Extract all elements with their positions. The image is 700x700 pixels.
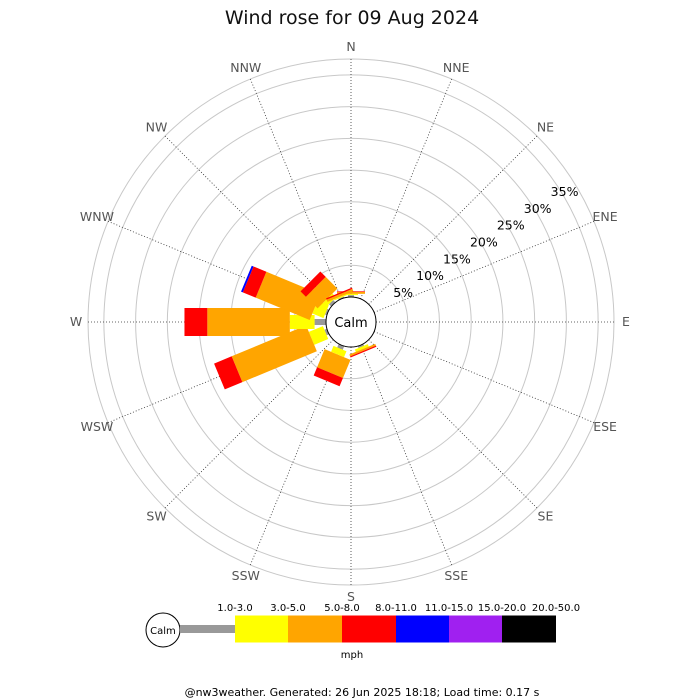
bar-wnw-bin-4 <box>241 265 254 293</box>
bar-w-bin-1 <box>289 315 315 329</box>
bar-nw-bin-3 <box>300 271 326 297</box>
compass-label-ene: ENE <box>592 209 617 224</box>
legend-swatch <box>449 615 502 643</box>
compass-label-w: W <box>70 314 82 329</box>
bar-sse-bin-0 <box>357 343 365 349</box>
bar-wnw-bin-3 <box>242 266 267 298</box>
bar-sse-bin-3 <box>350 345 377 358</box>
compass-label-nne: NNE <box>443 60 470 75</box>
bar-sse-bin-1 <box>354 344 369 352</box>
bar-nnw-bin-2 <box>326 288 354 302</box>
radial-tick-label: 25% <box>497 218 525 233</box>
legend-swatch <box>235 615 288 643</box>
radial-tick-labels: 5%10% 15% 20%25% 30% 35% <box>393 184 578 300</box>
compass-label-ne: NE <box>537 120 554 135</box>
chart-title: Wind rose for 09 Aug 2024 <box>225 7 479 29</box>
compass-label-wnw: WNW <box>80 209 114 224</box>
spoke-ene <box>373 220 595 313</box>
radial-tick-label: 10% <box>416 268 444 283</box>
spoke-ese <box>373 331 595 424</box>
radial-tick-label: 30% <box>524 201 552 216</box>
calm-circle <box>325 296 377 348</box>
speed-legend: Calm mph 1.0-3.0 3.0-5.0 5.0-8.0 8.0-11.0 11… <box>145 603 580 661</box>
radial-tick-label: 20% <box>470 234 498 249</box>
legend-bin-label: 15.0-20.0 <box>478 603 526 614</box>
spoke-ne <box>368 135 538 305</box>
bar-wsw-bin-1 <box>308 326 329 345</box>
bar-n-bin-1 <box>344 293 358 296</box>
bar-w-bin-0 <box>314 319 326 325</box>
compass-label-wsw: WSW <box>81 419 114 434</box>
grid-ring <box>166 137 536 507</box>
bar-wnw-bin-2 <box>255 271 321 321</box>
bar-nw-bin-0 <box>328 299 336 307</box>
legend-bin-label: 8.0-11.0 <box>375 603 417 614</box>
compass-label-e: E <box>622 314 630 329</box>
bar-ssw-bin-3 <box>313 367 343 387</box>
bar-wsw-bin-3 <box>214 356 243 390</box>
radial-tick-label: 15% <box>443 251 471 266</box>
spoke-sw <box>164 339 334 509</box>
wind-bars <box>184 265 377 390</box>
bar-ssw-bin-1 <box>331 345 347 358</box>
compass-label-n: N <box>346 39 355 54</box>
legend-swatch <box>396 615 449 643</box>
polar-grid: N NNE NE ENE E ESE SE SSE S SSW SW WSW W WNW NW NNW <box>70 39 630 604</box>
bar-w-bin-3 <box>184 308 208 336</box>
legend-calm-label: Calm <box>150 626 176 637</box>
compass-label-ssw: SSW <box>232 568 260 583</box>
legend-bin-label: 11.0-15.0 <box>425 603 473 614</box>
compass-label-se: SE <box>538 508 554 523</box>
calm-center: Calm <box>325 296 377 348</box>
bar-sse-bin-2 <box>349 343 376 357</box>
calm-label: Calm <box>334 316 367 331</box>
compass-label-nw: NW <box>146 120 168 135</box>
compass-label-sse: SSE <box>444 568 468 583</box>
legend-swatch <box>502 615 556 643</box>
grid-ring <box>135 106 567 538</box>
bar-nw-bin-2 <box>305 276 338 309</box>
spoke-nnw <box>249 78 342 300</box>
legend-swatch <box>180 625 235 633</box>
legend-bin-label: 3.0-5.0 <box>270 603 305 614</box>
bar-nnw-bin-1 <box>333 293 348 301</box>
radial-tick-label: 5% <box>393 285 413 300</box>
compass-label-s: S <box>347 589 355 604</box>
legend-bin-label: 1.0-3.0 <box>217 603 252 614</box>
compass-label-sw: SW <box>146 508 166 523</box>
spoke-nw <box>164 135 334 305</box>
legend-bin-label: 5.0-8.0 <box>324 603 359 614</box>
bar-nnw-bin-3 <box>326 287 353 300</box>
spoke-ssw <box>249 344 342 566</box>
footer-text: @nw3weather. Generated: 26 Jun 2025 18:1… <box>185 686 540 699</box>
legend-unit: mph <box>341 650 363 661</box>
spoke-sse <box>360 344 453 566</box>
bar-ssw-bin-2 <box>317 349 351 379</box>
bar-n-bin-0 <box>348 295 354 297</box>
compass-label-ese: ESE <box>593 419 617 434</box>
bar-wnw-bin-0 <box>324 308 330 316</box>
spoke-se <box>368 339 538 509</box>
compass-label-nnw: NNW <box>230 60 261 75</box>
bar-w-bin-2 <box>207 308 290 336</box>
bar-wsw-bin-0 <box>324 328 330 336</box>
radial-tick-label: 35% <box>551 184 579 199</box>
legend-swatch <box>342 615 396 643</box>
spoke-nne <box>360 78 453 300</box>
bar-wsw-bin-2 <box>231 325 317 383</box>
legend-bin-label: 20.0-50.0 <box>532 603 580 614</box>
legend-swatch <box>288 615 342 643</box>
bar-ssw-bin-0 <box>337 343 345 350</box>
